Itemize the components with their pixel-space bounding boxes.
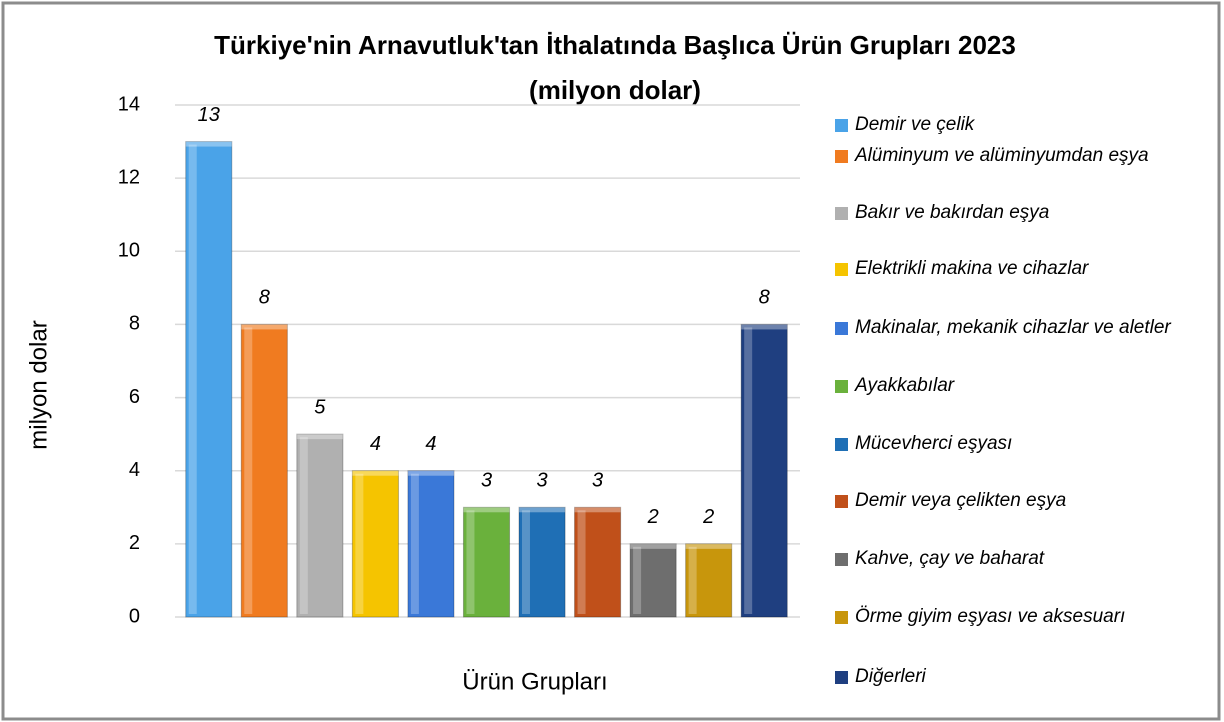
y-tick-label: 4 [129,459,140,481]
legend-item: Makinalar, mekanik cihazlar ve aletler [833,313,1203,343]
bar [574,506,622,618]
data-label: 4 [425,433,436,455]
bar-highlight [633,546,642,614]
legend-item: Elektrikli makina ve cihazlar [833,254,1203,284]
bar-cap [296,434,343,440]
legend-swatch [835,380,848,393]
legend-label: Demir ve çelik [855,114,975,135]
bar-cap [352,470,399,476]
legend-item: Diğerleri [833,662,1203,692]
bar-cap [518,507,566,513]
data-label: 3 [481,470,492,492]
bar-cap [574,507,621,513]
bar-highlight [244,327,253,614]
legend-item: Ayakkabılar [833,371,1203,401]
bar-cap [741,324,788,330]
legend-label: Mücevherci eşyası [855,433,1013,454]
data-label: 3 [592,470,603,492]
data-label: 13 [198,104,220,126]
data-label: 2 [702,506,714,528]
bar [185,141,233,618]
legend-label: Kahve, çay ve baharat [855,548,1045,569]
legend-label: Diğerleri [855,666,926,687]
data-label: 8 [759,287,770,309]
bar-cap [185,141,232,147]
legend-label: Bakır ve bakırdan eşya [855,202,1050,223]
legend-item: Demir ve çelik [833,110,1203,140]
legend-swatch [835,119,848,132]
legend-label: Alüminyum ve alüminyumdan eşya [855,145,1149,166]
bar [518,506,566,618]
data-label: 8 [259,287,270,309]
bar [407,470,455,618]
bar-highlight [355,473,364,614]
legend-label: Demir veya çelikten eşya [855,490,1067,511]
y-tick-label: 10 [118,240,140,262]
y-tick-label: 6 [129,386,140,408]
bar-highlight [410,473,419,614]
bar-cap [630,543,677,549]
legend-item: Örme giyim eşyası ve aksesuarı [833,602,1203,632]
legend-swatch [835,263,848,276]
legend-swatch [835,322,848,335]
chart-subtitle: (milyon dolar) [529,75,701,105]
legend-item: Kahve, çay ve baharat [833,544,1203,574]
legend-swatch [835,671,848,684]
bar-highlight [188,144,197,615]
bar-cap [463,507,510,513]
legend-swatch [835,553,848,566]
bar-cap [241,324,288,330]
bar [351,470,399,618]
y-tick-label: 8 [129,313,140,335]
bar [462,506,511,618]
legend-label: Elektrikli makina ve cihazlar [855,258,1089,279]
legend-label: Makinalar, mekanik cihazlar ve aletler [855,317,1171,338]
legend-swatch [835,495,848,508]
x-axis-label: Ürün Grupları [462,668,607,695]
legend-swatch [835,611,848,624]
bar-cap [407,470,455,476]
data-label: 5 [314,396,326,418]
y-tick-label: 2 [129,532,140,554]
y-tick-label: 12 [118,166,140,188]
data-label: 3 [536,470,547,492]
legend-swatch [835,150,848,163]
y-tick-label: 0 [129,605,140,627]
bar [629,543,677,618]
data-label: 2 [647,506,659,528]
bar [296,433,344,618]
bar-highlight [466,510,475,614]
legend-item: Mücevherci eşyası [833,429,1203,459]
bar [685,543,733,618]
bar-highlight [577,510,586,614]
legend-item: Bakır ve bakırdan eşya [833,198,1203,228]
bar-highlight [688,546,697,614]
legend-swatch [835,207,848,220]
chart-title: Türkiye'nin Arnavutluk'tan İthalatında B… [214,30,1016,60]
bar [740,323,788,618]
bar-cap [685,543,732,549]
y-axis-label: milyon dolar [25,320,52,449]
bar-highlight [299,437,308,614]
bar-highlight [744,327,753,614]
legend-label: Örme giyim eşyası ve aksesuarı [855,606,1126,627]
data-label: 4 [370,433,381,455]
legend-item: Alüminyum ve alüminyumdan eşya [833,141,1203,171]
bar [240,323,288,618]
legend-label: Ayakkabılar [855,375,955,396]
bar-highlight [521,510,530,614]
y-tick-label: 14 [118,93,140,115]
legend-swatch [835,438,848,451]
legend-item: Demir veya çelikten eşya [833,486,1203,516]
